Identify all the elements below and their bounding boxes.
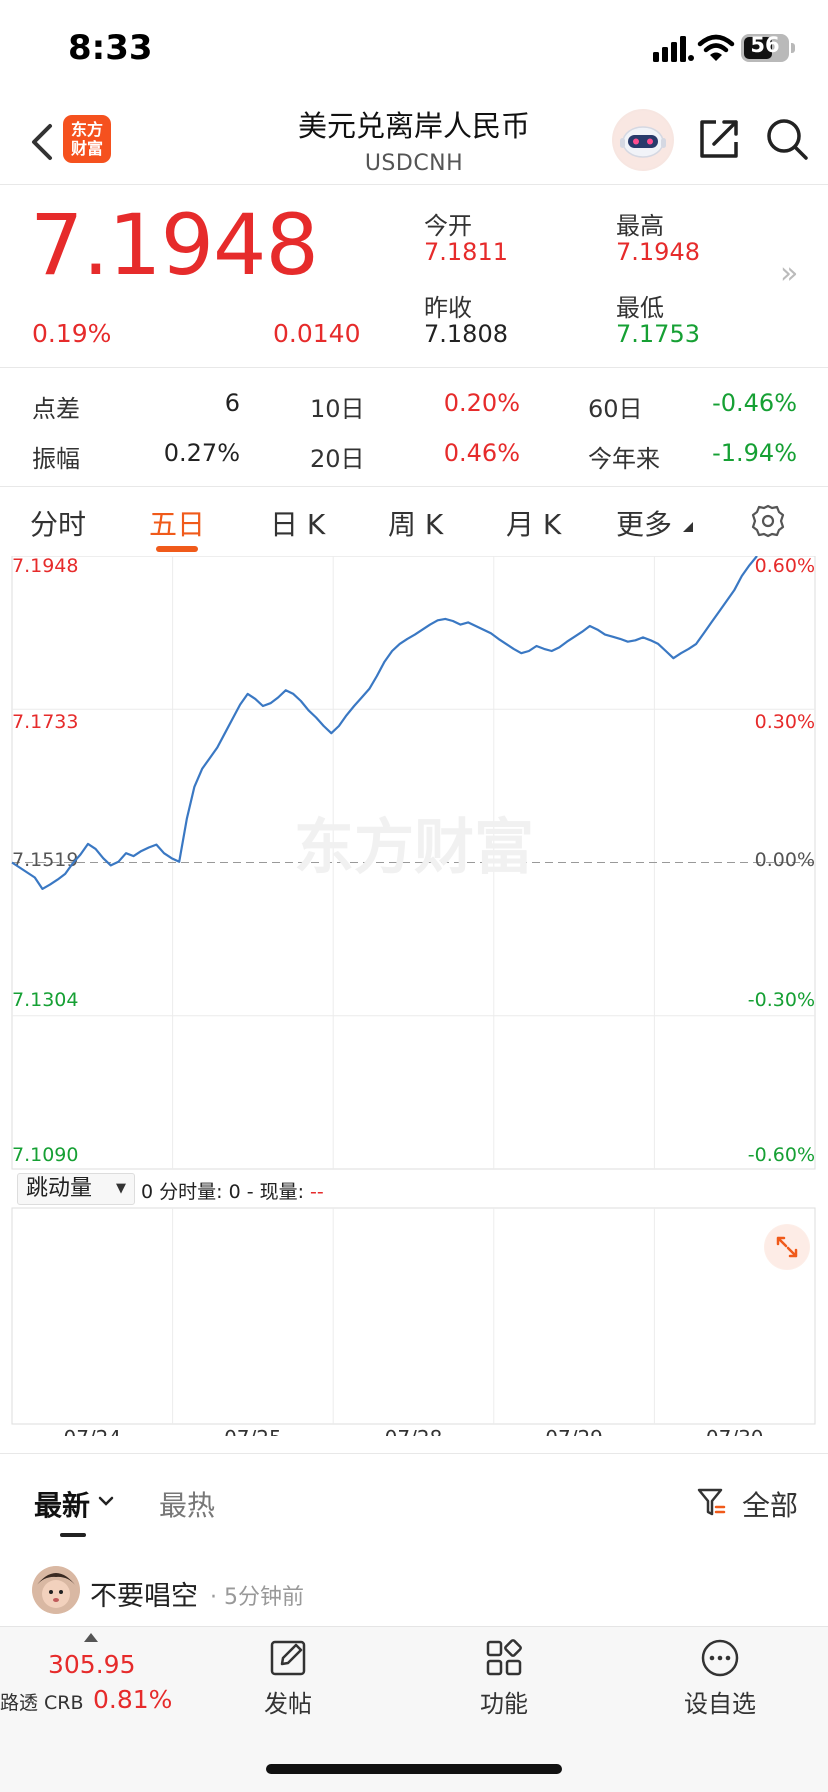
edit-icon[interactable] — [268, 1638, 308, 1678]
volume-frame — [11, 1207, 816, 1425]
page-subtitle: USDCNH — [364, 151, 464, 176]
filter-icon[interactable] — [696, 1486, 726, 1518]
app-logo[interactable]: 东方 财富 — [63, 115, 111, 163]
tab-hot[interactable]: 最热 — [159, 1489, 216, 1522]
x-axis-label: 07/28 — [385, 1426, 443, 1436]
status-time: 8:33 — [68, 28, 153, 68]
change-percent: 0.19% — [32, 319, 112, 348]
prev-close-value: 7.1808 — [424, 320, 508, 348]
ai-assistant-icon[interactable] — [612, 109, 674, 171]
tab-4[interactable]: 月 K — [506, 508, 562, 541]
y-axis-right-label: 0.60% — [755, 556, 815, 577]
x-axis-label: 07/29 — [545, 1426, 603, 1436]
nav-post-label[interactable]: 发帖 — [264, 1690, 312, 1718]
volume-readout-prefix: 0 分时量: 0 - 现量: — [141, 1181, 311, 1203]
x-axis-label: 07/30 — [706, 1426, 764, 1436]
y-axis-left-label: 7.1733 — [12, 711, 78, 733]
stat-value: 0.20% — [443, 389, 520, 417]
logo-line1: 东方 — [70, 120, 103, 139]
tab-5[interactable]: 更多 — [616, 508, 673, 541]
wifi-icon — [697, 34, 735, 61]
stat-value: -0.46% — [712, 389, 797, 417]
page-title: 美元兑离岸人民币 — [297, 109, 530, 143]
low-label: 最低 — [616, 294, 664, 322]
chevron-down-icon: ▼ — [116, 1181, 126, 1196]
y-axis-right-label: 0.00% — [755, 849, 815, 871]
change-amount: 0.0140 — [273, 319, 361, 348]
y-axis-right-label: -0.30% — [748, 989, 815, 1011]
high-value: 7.1948 — [616, 238, 700, 266]
crb-percent[interactable]: 0.81% — [93, 1685, 173, 1714]
prev-close-label: 昨收 — [424, 294, 472, 322]
watermark-text: 东方财富 — [294, 813, 534, 883]
stat-label: 60日 — [588, 395, 643, 423]
volume-readout: 0 分时量: 0 - 现量: -- — [141, 1177, 324, 1204]
chevron-down-icon[interactable] — [98, 1494, 114, 1508]
post-username[interactable]: 不要唱空 — [90, 1581, 198, 1612]
x-axis-label: 07/24 — [63, 1426, 121, 1436]
stat-value: 0.27% — [163, 439, 240, 467]
stat-label: 20日 — [310, 445, 365, 473]
post-time: · 5分钟前 — [210, 1585, 304, 1610]
tab-2[interactable]: 日 K — [270, 508, 326, 541]
filter-all[interactable]: 全部 — [742, 1489, 799, 1522]
tab-0[interactable]: 分时 — [30, 508, 87, 541]
chart-bottom-divider — [0, 1453, 828, 1454]
battery-fill — [744, 37, 772, 59]
low-value: 7.1753 — [616, 320, 700, 348]
nav-watchlist-label[interactable]: 设自选 — [684, 1690, 756, 1718]
search-icon[interactable] — [764, 116, 810, 162]
expand-icon[interactable] — [764, 1224, 810, 1270]
high-label: 最高 — [616, 212, 664, 240]
nav-function-label[interactable]: 功能 — [480, 1690, 528, 1718]
volume-readout-value: -- — [310, 1181, 324, 1203]
stats-divider — [0, 486, 828, 487]
quote-more-arrow[interactable]: » — [780, 256, 799, 291]
tab-1[interactable]: 五日 — [149, 508, 206, 541]
battery-level: 56 — [750, 33, 780, 57]
logo-line2: 财富 — [70, 139, 103, 158]
y-axis-right-label: 0.30% — [755, 711, 815, 733]
active-tab-underline — [156, 546, 198, 552]
stat-value: 0.46% — [443, 439, 520, 467]
volume-type-select[interactable]: 跳动量 ▼ — [17, 1173, 135, 1205]
dropdown-triangle-icon — [683, 522, 693, 532]
signal-icon — [653, 36, 694, 62]
stat-label: 点差 — [32, 395, 80, 423]
tab-3[interactable]: 周 K — [388, 508, 444, 541]
latest-tab-underline — [60, 1533, 86, 1537]
avatar[interactable] — [32, 1566, 80, 1614]
y-axis-left-label: 7.1948 — [12, 556, 78, 577]
battery-cap — [791, 43, 795, 53]
crb-value[interactable]: 305.95 — [48, 1650, 136, 1679]
five-day-chart[interactable]: 东方财富 7.1948 7.1733 7.1519 7.1304 7.1090 0.60% 0… — [0, 556, 828, 1436]
share-icon[interactable] — [696, 116, 742, 162]
current-price: 7.1948 — [30, 196, 319, 294]
price-line — [11, 556, 758, 890]
apps-icon[interactable] — [484, 1638, 524, 1678]
y-axis-left-label: 7.1090 — [12, 1144, 78, 1166]
home-indicator — [266, 1764, 562, 1774]
stat-label: 今年来 — [588, 445, 660, 473]
open-label: 今开 — [424, 212, 472, 240]
crb-name[interactable]: 路透 CRB — [0, 1692, 84, 1714]
back-icon[interactable] — [22, 118, 62, 166]
x-axis-label: 07/25 — [224, 1426, 282, 1436]
header-divider — [0, 184, 828, 185]
y-axis-left-label: 7.1519 — [12, 849, 78, 871]
stat-value: 6 — [224, 389, 240, 417]
gear-icon[interactable] — [750, 503, 786, 539]
more-dots-icon[interactable] — [700, 1638, 740, 1678]
volume-type-label: 跳动量 — [26, 1176, 93, 1201]
stat-label: 10日 — [310, 395, 365, 423]
stat-value: -1.94% — [712, 439, 797, 467]
open-value: 7.1811 — [424, 238, 508, 266]
tab-latest[interactable]: 最新 — [34, 1489, 91, 1522]
caret-up-icon — [84, 1633, 98, 1642]
stat-label: 振幅 — [32, 445, 80, 473]
y-axis-left-label: 7.1304 — [12, 989, 78, 1011]
y-axis-right-label: -0.60% — [748, 1144, 815, 1166]
quote-divider — [0, 367, 828, 368]
